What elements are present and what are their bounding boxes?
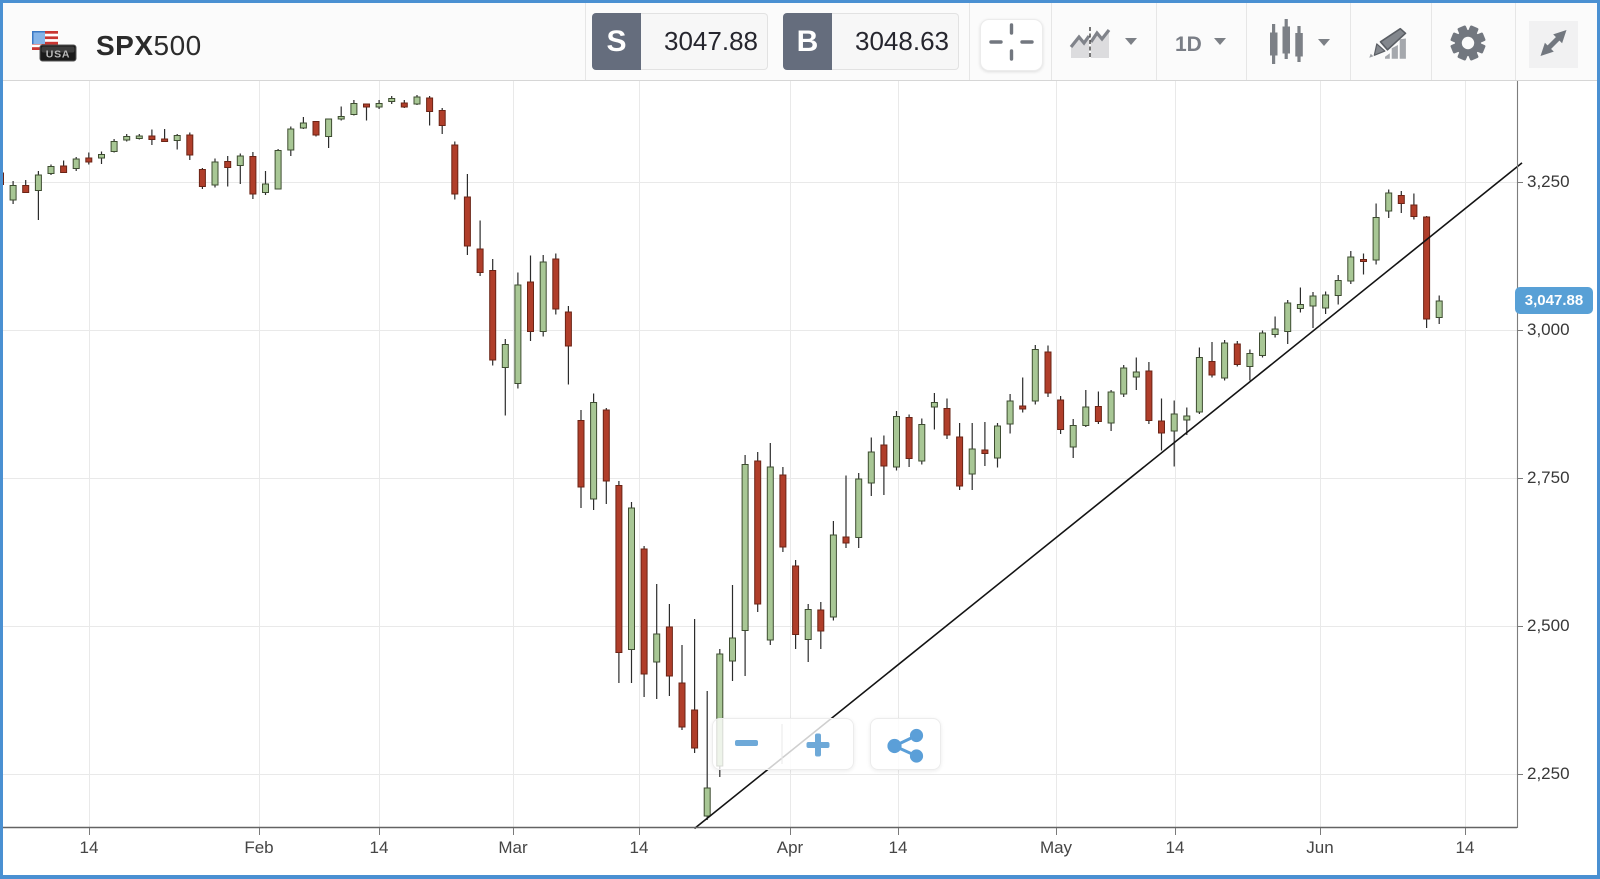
- svg-text:USA: USA: [46, 49, 71, 61]
